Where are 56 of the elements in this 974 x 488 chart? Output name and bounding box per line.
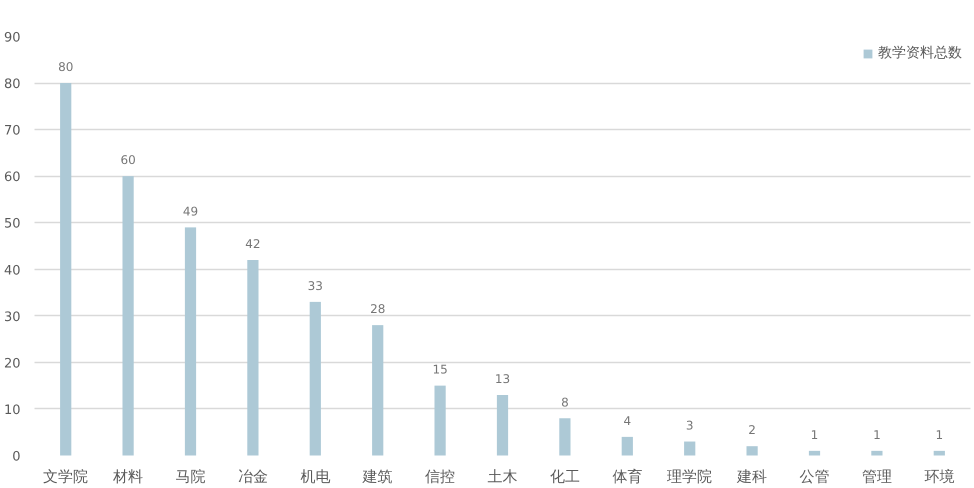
data-label: 3 — [686, 418, 694, 433]
bar — [184, 227, 196, 456]
x-tick-label: 土木 — [488, 468, 518, 486]
x-tick-label: 机电 — [300, 468, 330, 486]
x-tick-label: 马院 — [176, 468, 206, 486]
data-label: 49 — [182, 204, 198, 218]
x-tick-label: 信控 — [425, 468, 456, 486]
x-tick-label: 冶金 — [238, 468, 268, 486]
bar — [684, 442, 696, 456]
data-label: 1 — [935, 428, 944, 442]
y-tick-label: 50 — [4, 216, 21, 232]
bar — [622, 436, 633, 456]
y-tick-label: 40 — [4, 263, 21, 278]
x-tick-label: 建筑 — [362, 468, 393, 486]
y-tick-label: 70 — [4, 124, 21, 139]
bar — [559, 418, 571, 456]
data-label: 80 — [58, 60, 74, 74]
bar — [434, 386, 446, 456]
data-label: 8 — [561, 395, 569, 410]
bar — [746, 446, 758, 456]
x-tick-label: 材料 — [112, 468, 144, 486]
bar — [247, 260, 259, 456]
data-label: 28 — [370, 302, 386, 316]
x-tick-label: 理学院 — [667, 468, 712, 486]
data-label: 13 — [494, 372, 510, 386]
data-label: 2 — [748, 423, 756, 438]
x-tick-label: 建科 — [736, 468, 768, 486]
bar — [60, 83, 72, 456]
bar — [808, 450, 820, 456]
bar — [871, 450, 883, 456]
bar — [310, 302, 321, 456]
y-tick-label: 10 — [4, 402, 21, 418]
data-label: 1 — [873, 428, 881, 442]
y-tick-label: 20 — [4, 356, 21, 372]
data-label: 42 — [245, 236, 261, 251]
data-label: 33 — [308, 278, 323, 293]
data-label: 15 — [432, 362, 448, 377]
x-tick-label: 环境 — [924, 468, 954, 486]
x-tick-label: 文学院 — [43, 468, 88, 486]
y-tick-label: 0 — [12, 450, 21, 464]
y-tick-label: 30 — [4, 310, 21, 325]
data-label: 1 — [810, 428, 818, 442]
x-tick-label: 公管 — [800, 468, 830, 486]
y-tick-label: 80 — [4, 77, 21, 92]
bar — [934, 450, 945, 456]
x-tick-label: 化工 — [550, 468, 580, 486]
bar — [122, 176, 134, 456]
legend-label: 教学资料总数 — [878, 44, 962, 62]
data-label: 4 — [623, 414, 632, 428]
bar — [372, 325, 384, 456]
x-tick-label: 体育 — [612, 468, 642, 486]
x-tick-label: 管理 — [862, 468, 892, 486]
y-tick-label: 90 — [4, 30, 21, 46]
bar — [496, 394, 508, 456]
data-label: 60 — [120, 153, 136, 168]
y-tick-label: 60 — [4, 170, 21, 186]
